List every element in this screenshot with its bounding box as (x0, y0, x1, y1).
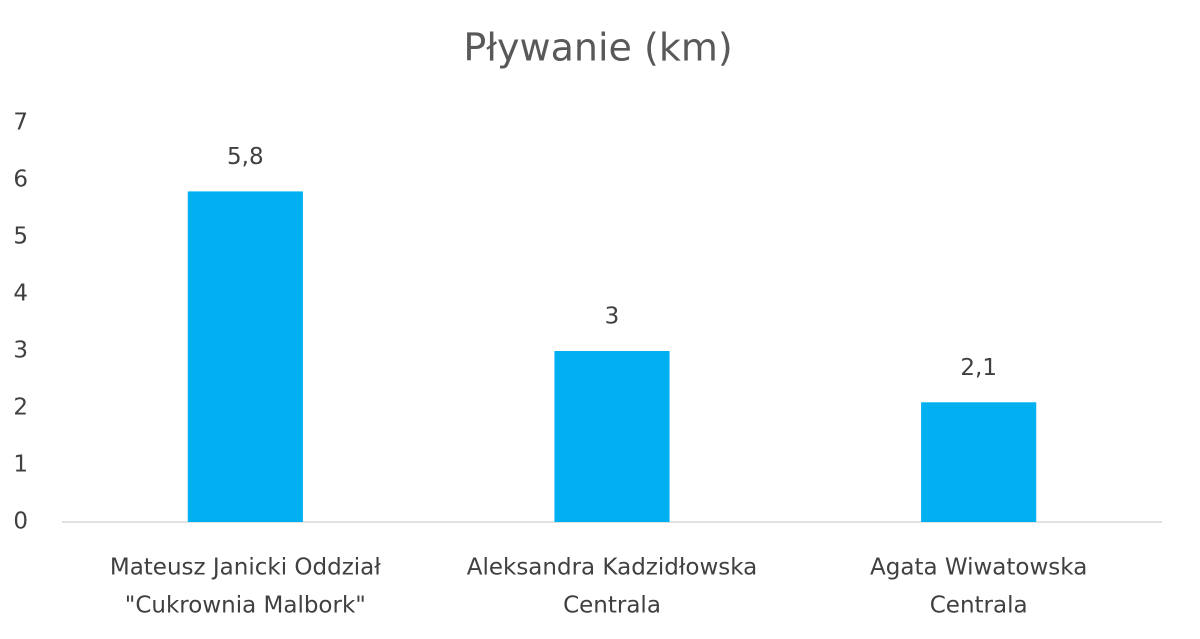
y-tick-label: 3 (13, 338, 28, 364)
y-tick-label: 0 (13, 509, 28, 535)
x-tick-label: Centrala (563, 593, 661, 619)
y-tick-label: 6 (13, 167, 28, 193)
bar (921, 402, 1037, 522)
y-tick-label: 4 (13, 281, 28, 307)
x-tick-label: Centrala (930, 593, 1028, 619)
y-tick-label: 2 (13, 395, 28, 421)
x-tick-label: Mateusz Janicki Oddział (110, 555, 381, 581)
data-label: 5,8 (227, 144, 264, 170)
y-tick-label: 1 (13, 452, 28, 478)
bar (554, 351, 670, 522)
data-label: 3 (605, 304, 620, 330)
chart-title: Pływanie (km) (463, 26, 732, 70)
x-tick-label: Agata Wiwatowska (870, 555, 1087, 581)
y-tick-label: 7 (13, 110, 28, 136)
data-label: 2,1 (960, 355, 997, 381)
x-tick-label: Aleksandra Kadzidłowska (467, 555, 758, 581)
y-tick-label: 5 (13, 224, 28, 250)
bar (187, 191, 303, 522)
x-tick-label: "Cukrownia Malbork" (125, 593, 366, 619)
